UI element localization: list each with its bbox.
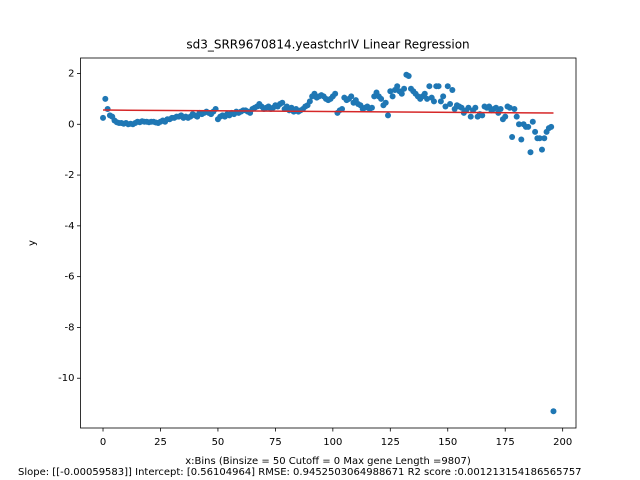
point [518, 136, 525, 143]
point [506, 104, 513, 111]
point [465, 104, 472, 111]
point [511, 106, 518, 113]
point [541, 135, 548, 142]
y-tick-label: 2 [68, 68, 74, 79]
point [104, 106, 111, 113]
x-tick-label: 125 [381, 437, 400, 448]
point [525, 123, 532, 130]
point [509, 133, 516, 140]
point [430, 98, 437, 105]
x-axis-label: x:Bins (Binsize = 50 Cutoff = 0 Max gene… [185, 456, 471, 467]
point [435, 83, 442, 90]
point [538, 146, 545, 153]
point [502, 113, 509, 120]
point [479, 112, 486, 119]
x-tick-label: 100 [323, 437, 342, 448]
x-tick-label: 25 [154, 437, 167, 448]
point [437, 98, 444, 105]
point [100, 114, 107, 121]
x-tick-label: 175 [496, 437, 515, 448]
point [368, 104, 375, 111]
x-tick-label: 50 [212, 437, 225, 448]
point [306, 98, 313, 105]
point [426, 83, 433, 90]
x-tick-label: 0 [100, 437, 106, 448]
y-tick-label: 0 [68, 119, 74, 130]
point [467, 113, 474, 120]
point [382, 99, 389, 106]
point [493, 104, 500, 111]
y-tick-label: -4 [65, 221, 75, 232]
point [527, 149, 534, 156]
x-tick-label: 75 [269, 437, 282, 448]
regression-line [103, 109, 554, 114]
point [550, 408, 557, 415]
point [389, 93, 396, 100]
point [532, 128, 539, 135]
point [348, 93, 355, 100]
y-tick-label: -8 [65, 322, 75, 333]
regression-stats: Slope: [[-0.00059583]] Intercept: [0.561… [18, 467, 582, 478]
point [279, 99, 286, 106]
point [548, 123, 555, 130]
x-tick-label: 200 [553, 437, 572, 448]
point [516, 121, 523, 128]
point [405, 73, 412, 80]
point [394, 83, 401, 90]
y-tick-label: -6 [65, 272, 75, 283]
point [398, 90, 405, 97]
point [444, 83, 451, 90]
point [449, 86, 456, 93]
point [447, 100, 454, 107]
plot-frame [80, 57, 577, 429]
y-axis-label: y [27, 240, 38, 246]
chart-title: sd3_SRR9670814.yeastchrIV Linear Regress… [186, 38, 469, 52]
point [385, 112, 392, 119]
point [378, 95, 385, 102]
point [536, 135, 543, 142]
y-tick-label: -10 [58, 373, 74, 384]
point [421, 90, 428, 97]
point [513, 113, 520, 120]
point [472, 104, 479, 111]
point [387, 88, 394, 95]
x-tick-label: 150 [438, 437, 457, 448]
point [102, 95, 109, 102]
point [424, 95, 431, 102]
point [442, 103, 449, 110]
point [401, 85, 408, 92]
point [440, 93, 447, 100]
point [529, 118, 536, 125]
point [339, 106, 346, 113]
point [458, 104, 465, 111]
point [332, 90, 339, 97]
y-tick-label: -2 [65, 170, 75, 181]
point [497, 106, 504, 113]
